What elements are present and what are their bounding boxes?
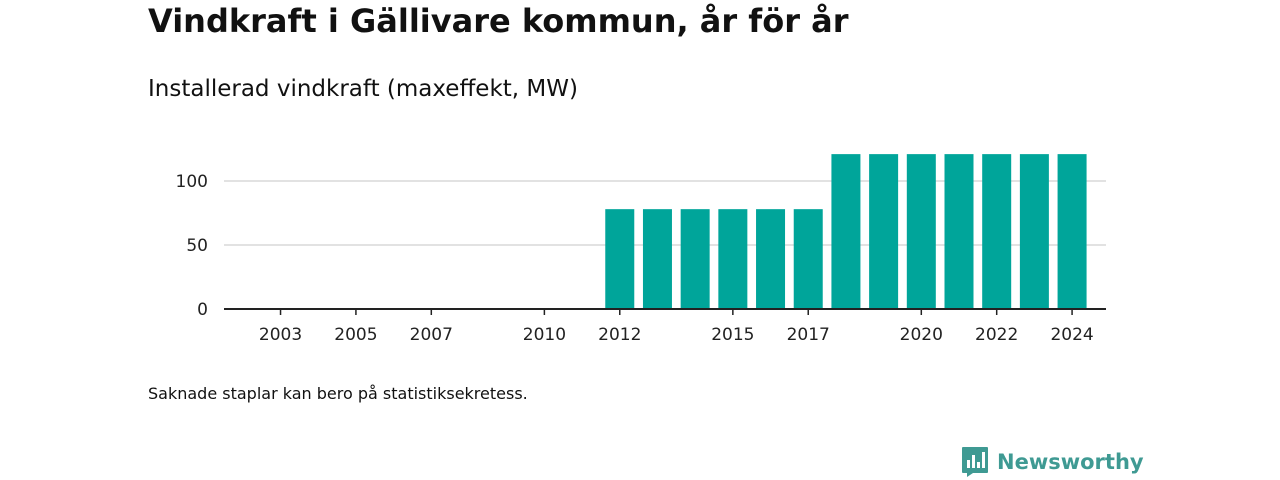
- bar-2012: [605, 209, 635, 309]
- x-tick-label: 2017: [787, 325, 830, 345]
- bar-2019: [869, 154, 899, 309]
- bar-2023: [1019, 154, 1049, 309]
- y-tick-label: 50: [186, 236, 208, 256]
- x-tick-label: 2015: [711, 325, 754, 345]
- bar-2022: [982, 154, 1012, 309]
- bar-2024: [1057, 154, 1087, 309]
- x-tick-label: 2007: [410, 325, 453, 345]
- x-tick-label: 2022: [975, 325, 1018, 345]
- brand-logo[interactable]: Newsworthy: [961, 446, 1144, 478]
- footnote: Saknade staplar kan bero på statistiksek…: [148, 384, 528, 403]
- bar-2013: [642, 209, 672, 309]
- bar-2015: [718, 209, 748, 309]
- bar-chart-speech-bubble-icon: [962, 447, 988, 477]
- bar-2021: [944, 154, 974, 309]
- chart-subtitle: Installerad vindkraft (maxeffekt, MW): [148, 76, 578, 102]
- x-tick-label: 2012: [598, 325, 641, 345]
- y-tick-label: 100: [176, 172, 208, 192]
- bar-2018: [831, 154, 861, 309]
- bar-2020: [906, 154, 936, 309]
- x-tick-label: 2005: [334, 325, 377, 345]
- bar-chart: 0 50 100 2003 2005 2007 2010 2012 2015 2017 2020 20…: [176, 154, 1106, 345]
- axes: 0 50 100 2003 2005 2007 2010 2012 2015 2017 2020 20…: [176, 172, 1106, 345]
- y-tick-label: 0: [197, 300, 208, 320]
- x-tick-label: 2020: [900, 325, 943, 345]
- x-tick-label: 2003: [259, 325, 302, 345]
- chart-title: Vindkraft i Gällivare kommun, år för år: [148, 2, 849, 40]
- x-tick-label: 2010: [523, 325, 566, 345]
- bar-2017: [793, 209, 823, 309]
- bar-2014: [680, 209, 710, 309]
- bar-2016: [756, 209, 786, 309]
- brand-name: Newsworthy: [997, 450, 1144, 474]
- x-tick-label: 2024: [1050, 325, 1093, 345]
- bars: [605, 154, 1087, 309]
